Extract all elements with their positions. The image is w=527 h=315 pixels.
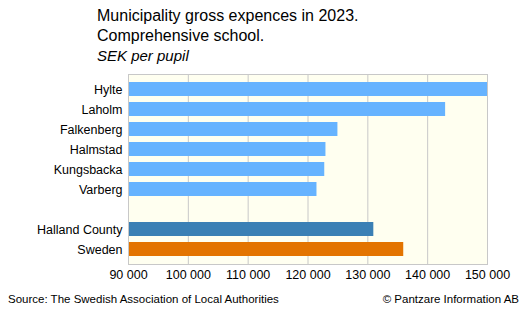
svg-text:Hylte: Hylte (94, 83, 123, 97)
svg-text:Falkenberg: Falkenberg (60, 123, 123, 137)
svg-text:130 000: 130 000 (345, 268, 390, 282)
html-text:SEK per pupil: SEK per pupil (97, 47, 189, 64)
svg-text:Halmstad: Halmstad (70, 143, 123, 157)
svg-text:Varberg: Varberg (79, 183, 123, 197)
svg-text:100 000: 100 000 (166, 268, 211, 282)
svg-text:110 000: 110 000 (226, 268, 270, 282)
svg-text:Kungsbacka: Kungsbacka (54, 163, 123, 177)
svg-text:150 000: 150 000 (465, 268, 510, 282)
svg-text:Halland County: Halland County (37, 223, 123, 237)
html-text:Source: The Swedish Associatio: Source: The Swedish Association of Local… (8, 293, 279, 305)
svg-text:Sweden: Sweden (77, 243, 122, 257)
html-text:Municipality gross expences in: Municipality gross expences in 2023. Com… (97, 7, 359, 44)
svg-text:120 000: 120 000 (285, 268, 330, 282)
html-text:© Pantzare Information AB: © Pantzare Information AB (382, 293, 519, 305)
svg-text:140 000: 140 000 (405, 268, 450, 282)
svg-text:Laholm: Laholm (82, 103, 123, 117)
svg-text:90 000: 90 000 (109, 268, 147, 282)
